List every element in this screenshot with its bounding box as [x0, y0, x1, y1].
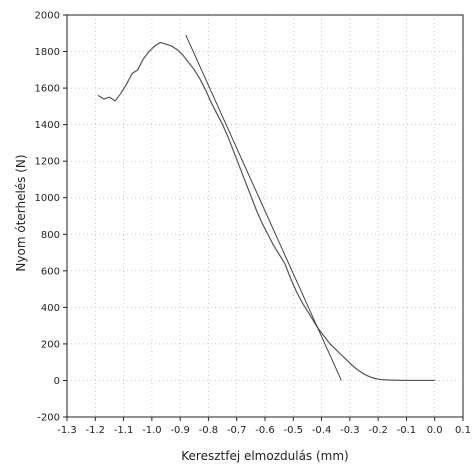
x-tick-label: -1.2 — [86, 425, 106, 436]
y-tick-label: 600 — [41, 266, 60, 277]
y-tick-label: 1800 — [35, 47, 60, 58]
x-tick-label: 0.1 — [455, 425, 471, 436]
grid-layer — [67, 15, 463, 417]
x-tick-label: -0.8 — [199, 425, 219, 436]
y-tick-label: 200 — [41, 339, 60, 350]
x-axis-title: Keresztfej elmozdulás (mm) — [181, 449, 348, 463]
y-axis-title: Nyom óterhelés (N) — [14, 154, 28, 271]
x-tick-label: -0.9 — [170, 425, 190, 436]
y-tick-label: 1600 — [35, 84, 60, 95]
x-tick-label: -0.2 — [368, 425, 388, 436]
y-tick-label: 1200 — [35, 157, 60, 168]
x-tick-label: -1.0 — [142, 425, 162, 436]
series-layer — [97, 34, 435, 382]
y-tick-label: 800 — [41, 230, 60, 241]
x-tick-label: -1.3 — [57, 425, 77, 436]
x-tick-label: -0.1 — [397, 425, 417, 436]
y-tick-label: 1000 — [35, 193, 60, 204]
tick-layer: -1.3 -1.2 -1.1 -1.0 -0.9 -0.8 -0.7 -0.6 -0.5 -0.4… — [35, 11, 471, 437]
x-tick-label: -0.4 — [312, 425, 332, 436]
series-line — [185, 34, 342, 381]
y-tick-label: -200 — [37, 413, 60, 424]
x-tick-label: -1.1 — [114, 425, 134, 436]
y-tick-label: 400 — [41, 303, 60, 314]
x-tick-label: 0.0 — [427, 425, 443, 436]
x-tick-label: -0.5 — [284, 425, 304, 436]
y-tick-label: 2000 — [35, 11, 60, 22]
series-line — [97, 41, 435, 382]
x-tick-label: -0.6 — [255, 425, 275, 436]
y-tick-label: 1400 — [35, 120, 60, 131]
y-tick-label: 0 — [54, 376, 60, 387]
x-tick-label: -0.7 — [227, 425, 247, 436]
x-tick-label: -0.3 — [340, 425, 360, 436]
